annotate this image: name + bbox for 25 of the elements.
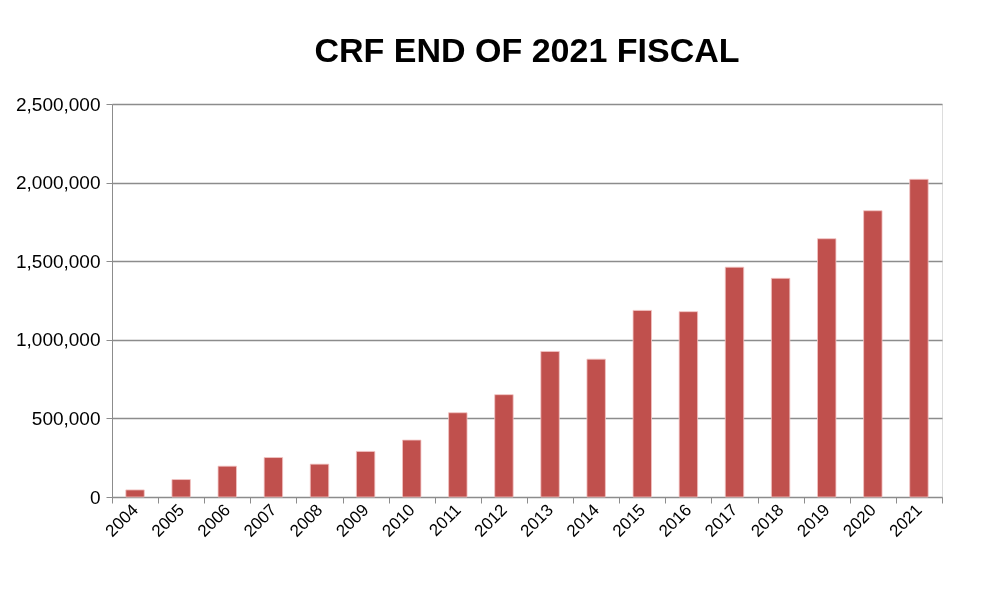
bar [448, 412, 468, 498]
bar [586, 358, 606, 498]
y-tick-label: 1,000,000 [15, 329, 101, 351]
bar [540, 351, 560, 498]
bar [402, 439, 422, 498]
chart-title: CRF END OF 2021 FISCAL [314, 31, 740, 69]
y-tick-label: 1,500,000 [15, 250, 101, 272]
bar [355, 451, 376, 498]
bar [770, 277, 791, 498]
bar [678, 311, 699, 498]
y-tick-label: 2,500,000 [15, 93, 101, 115]
y-tick-label: 0 [89, 486, 101, 508]
bar [125, 489, 145, 498]
bar [724, 266, 745, 498]
bar [217, 465, 237, 498]
bar [494, 394, 514, 498]
bar [817, 238, 837, 498]
bar [909, 178, 929, 498]
bar [309, 463, 330, 498]
y-tick-label: 2,000,000 [15, 172, 101, 194]
bar [171, 479, 191, 498]
bar [263, 457, 284, 498]
bar [863, 210, 883, 498]
y-tick-label: 500,000 [31, 407, 101, 429]
bar [632, 310, 652, 498]
